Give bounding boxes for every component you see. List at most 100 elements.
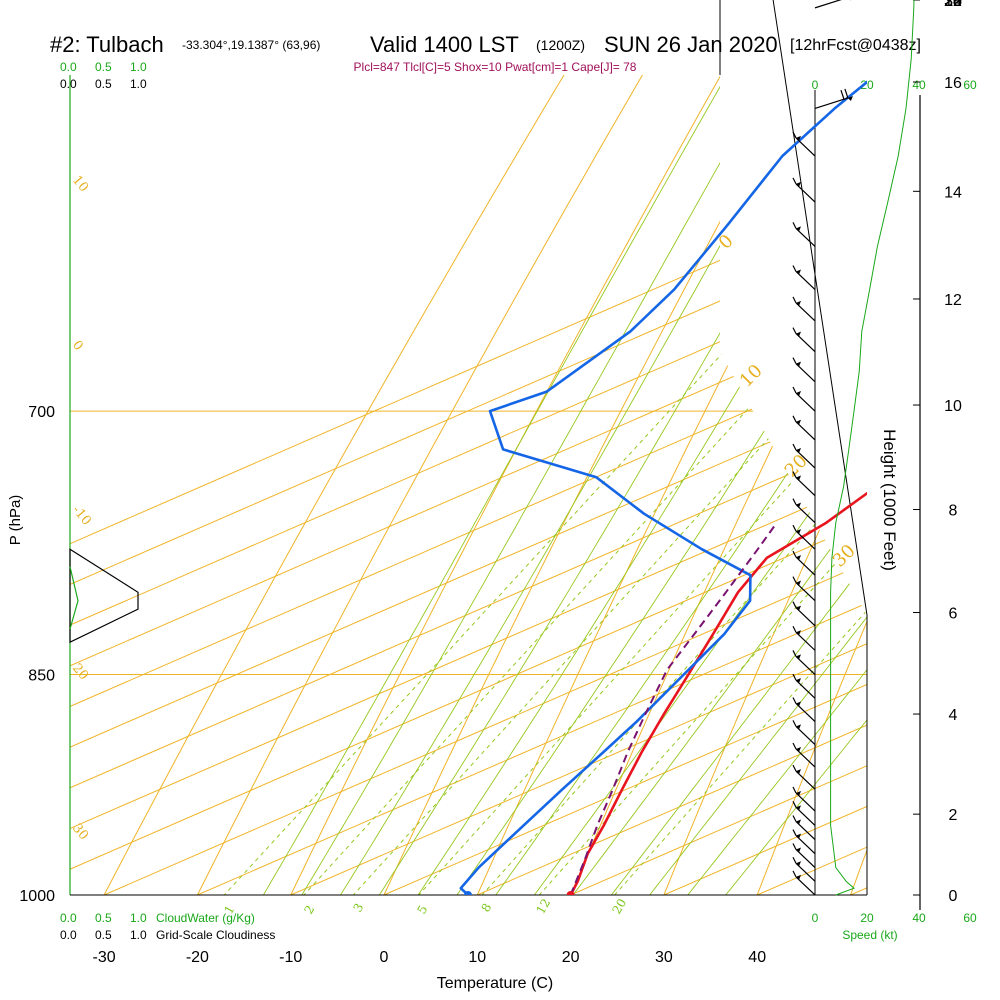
- isotherm: [70, 75, 867, 895]
- pressure-tick-label: 700: [28, 404, 55, 421]
- temperature-tick-label: 10: [468, 949, 486, 966]
- dry-adiabat-label: -10: [69, 503, 94, 529]
- wind-barb: [792, 720, 816, 745]
- height-tick-label: 32: [944, 0, 962, 10]
- dry-adiabat: [731, 75, 867, 895]
- cloudiness-tick-bottom-2: 1.0: [130, 928, 147, 942]
- wind-barb: [792, 742, 816, 768]
- surface-dewpoint-marker: [463, 891, 472, 895]
- isotherm: [383, 75, 867, 895]
- temperature-tick-label: -30: [93, 949, 116, 966]
- dewpoint-line: [459, 80, 867, 895]
- mixing-ratio-label: 12: [533, 896, 553, 916]
- cloudiness-tick-bottom-1: 0.5: [95, 928, 112, 942]
- cloudwater-label: CloudWater (g/Kg): [156, 911, 255, 925]
- height-tick-label: 24: [944, 0, 962, 10]
- isotherm: [70, 75, 867, 895]
- speed-tick-bottom-1: 20: [860, 911, 874, 925]
- isotherm: [70, 75, 867, 895]
- wind-barb: [792, 829, 816, 855]
- moist-adiabat: [485, 75, 867, 895]
- wind-barb: [792, 673, 816, 699]
- cloudwater-tick-top-2: 1.0: [130, 60, 147, 74]
- wind-barb: [792, 471, 816, 497]
- wind-speed-line: [830, 0, 915, 896]
- valid-time: Valid 1400 LST: [370, 32, 519, 57]
- wind-barb: [792, 786, 816, 812]
- temperature-tick-label: 20: [562, 949, 580, 966]
- isotherm: [477, 75, 867, 895]
- pressure-tick-label: 850: [28, 668, 55, 685]
- dry-adiabat-label: 0: [69, 338, 86, 354]
- wind-barb: [792, 265, 816, 291]
- cloudiness-label: Grid-Scale Cloudiness: [156, 928, 275, 942]
- wind-speed-profile: [830, 0, 915, 896]
- wind-barb: [792, 357, 816, 383]
- wind-barb: [792, 601, 816, 627]
- sounding-series: [459, 80, 867, 895]
- height-tick-label: 10: [944, 398, 962, 415]
- background-lines: [70, 75, 867, 895]
- speed-axis-label: Speed (kt): [842, 928, 897, 942]
- moist-adiabat: [522, 75, 867, 895]
- cloudiness-tick-top-0: 0.0: [60, 77, 77, 91]
- stability-indices: Plcl=847 Tlcl[C]=5 Shox=10 Pwat[cm]=1 Ca…: [354, 60, 637, 74]
- mixing-ratio-line: [243, 75, 867, 895]
- cloudwater-tick-top-0: 0.0: [60, 60, 77, 74]
- isotherm: [70, 75, 867, 895]
- dry-adiabat: [258, 75, 867, 895]
- mixing-ratio-label: 2: [301, 903, 317, 917]
- isotherm: [70, 75, 867, 895]
- temperature-tick-label: -20: [186, 949, 209, 966]
- wind-barb: [792, 801, 816, 826]
- height-tick-label: 18: [944, 0, 962, 10]
- mixing-ratio-line: [555, 75, 867, 895]
- wind-barb: [792, 498, 816, 524]
- cloudwater-tick-bottom-2: 1.0: [130, 911, 147, 925]
- wind-barb: [792, 764, 816, 790]
- cloudiness-tick-top-1: 0.5: [95, 77, 112, 91]
- height-tick-label: 28: [944, 0, 962, 10]
- cloudwater-tick-bottom-1: 0.5: [95, 911, 112, 925]
- isotherm: [70, 75, 867, 895]
- temperature-tick-label: 0: [380, 949, 389, 966]
- height-tick-label: 20: [944, 0, 962, 10]
- isotherm: [70, 75, 867, 895]
- height-tick-label: 14: [944, 184, 962, 201]
- speed-tick-bottom-0: 0: [812, 911, 819, 925]
- pressure-tick-label: 1000: [19, 888, 55, 905]
- x-axis-label: Temperature (C): [437, 975, 553, 992]
- cloudwater-tick-bottom-0: 0.0: [60, 911, 77, 925]
- height-tick-label: 4: [949, 707, 958, 724]
- cloud-profile: [69, 548, 139, 644]
- axis-ticks: 2503004005007008501000-30-20-10010203040…: [19, 0, 962, 966]
- wind-barb: [792, 870, 816, 896]
- cloudwater-profile: [69, 566, 79, 630]
- wind-barb: [792, 177, 816, 203]
- station-title: #2: Tulbach: [50, 32, 164, 57]
- cloudwater-tick-top-1: 0.5: [95, 60, 112, 74]
- height-tick-label: 22: [944, 0, 962, 10]
- height-tick-label: 26: [944, 0, 962, 10]
- moist-adiabat: [298, 75, 867, 895]
- moist-adiabat: [261, 75, 867, 895]
- moist-adiabat: [597, 75, 867, 895]
- isotherm-label: 10: [736, 360, 767, 391]
- wind-barb: [792, 576, 816, 602]
- isotherm-label: 0: [715, 231, 738, 254]
- wind-barb: [792, 856, 816, 882]
- wind-barbs: [792, 0, 853, 896]
- dry-adiabat: [637, 75, 867, 895]
- dry-adiabat: [353, 75, 867, 895]
- cloudiness-tick-top-2: 1.0: [130, 77, 147, 91]
- speed-tick-top-1: 20: [860, 78, 874, 92]
- valid-date: SUN 26 Jan 2020: [604, 32, 778, 57]
- temperature-tick-label: -10: [279, 949, 302, 966]
- isotherm: [70, 75, 867, 895]
- cloudiness-tick-bottom-0: 0.0: [60, 928, 77, 942]
- surface-temperature-marker: [566, 891, 575, 895]
- dry-adiabat: [826, 75, 867, 895]
